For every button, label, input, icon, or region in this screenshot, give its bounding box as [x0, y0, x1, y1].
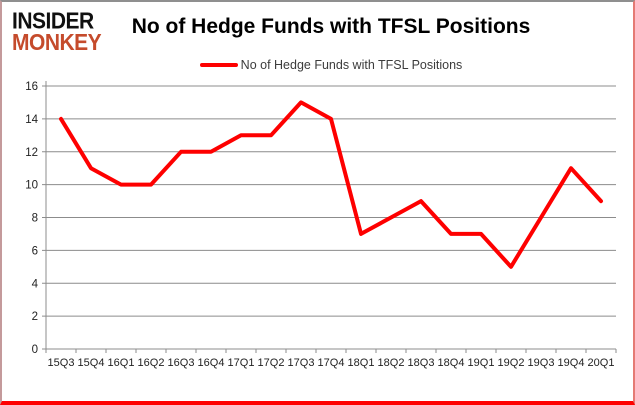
legend-label: No of Hedge Funds with TFSL Positions [240, 58, 463, 72]
y-axis-tick-label: 14 [25, 114, 38, 126]
x-axis-tick-label: 18Q1 [348, 357, 375, 369]
y-axis-tick-label: 0 [32, 344, 38, 356]
x-axis-tick-label: 17Q1 [228, 357, 255, 369]
y-axis-tick-label: 2 [32, 311, 38, 323]
x-axis-tick-label: 19Q4 [558, 357, 585, 369]
x-axis-tick-label: 17Q2 [258, 357, 285, 369]
x-axis-tick-label: 16Q1 [108, 357, 135, 369]
logo-insider-text: INSIDER [12, 8, 94, 34]
series-line [59, 100, 603, 269]
y-axis-tick-label: 12 [25, 147, 38, 159]
y-axis-tick-label: 10 [25, 180, 38, 192]
x-axis-tick-label: 17Q4 [318, 357, 345, 369]
x-axis-tick-label: 19Q2 [498, 357, 525, 369]
x-axis-tick-label: 17Q3 [288, 357, 315, 369]
x-axis-tick-label: 16Q2 [138, 357, 165, 369]
x-axis-tick-label: 18Q4 [438, 357, 465, 369]
x-axis-tick-label: 20Q1 [588, 357, 615, 369]
logo-monkey-text: MONKEY [12, 29, 102, 55]
x-axis-tick-label: 15Q3 [48, 357, 75, 369]
chart-legend: No of Hedge Funds with TFSL Positions [46, 58, 616, 72]
x-axis-tick-label: 16Q4 [198, 357, 225, 369]
legend-line-swatch [199, 63, 238, 67]
insider-monkey-logo: INSIDER MONKEY [12, 8, 102, 55]
x-axis-tick-label: 19Q1 [468, 357, 495, 369]
x-axis-tick-label: 18Q3 [408, 357, 435, 369]
y-axis-tick-label: 8 [32, 213, 38, 225]
chart-title: No of Hedge Funds with TFSL Positions [131, 15, 531, 38]
x-axis-tick-label: 16Q3 [168, 357, 195, 369]
y-axis-tick-label: 6 [32, 245, 38, 257]
y-axis-tick-label: 16 [25, 81, 38, 93]
x-axis-tick-label: 18Q2 [378, 357, 405, 369]
x-axis-tick-label: 15Q4 [78, 357, 105, 369]
y-axis-tick-label: 4 [32, 278, 39, 290]
x-axis-tick-label: 19Q3 [528, 357, 555, 369]
